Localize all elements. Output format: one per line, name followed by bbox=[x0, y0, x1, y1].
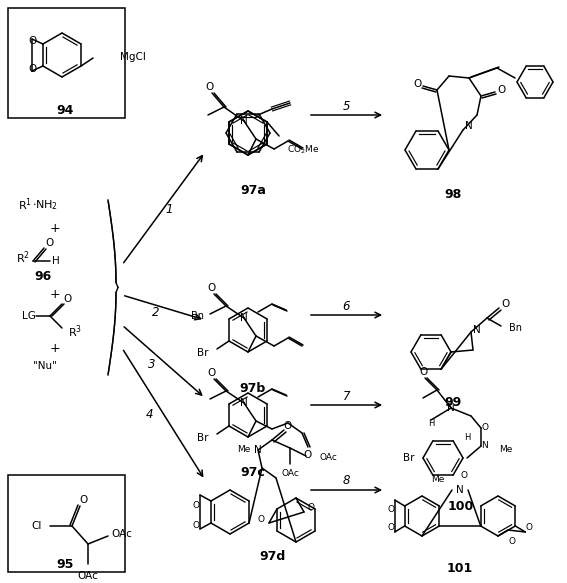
Text: R$^{3}$: R$^{3}$ bbox=[68, 324, 82, 340]
Text: N: N bbox=[254, 445, 262, 455]
Text: O: O bbox=[481, 423, 489, 433]
Text: O: O bbox=[29, 36, 37, 46]
Text: 100: 100 bbox=[448, 500, 474, 512]
Text: OAc: OAc bbox=[78, 571, 99, 581]
Text: +: + bbox=[50, 222, 60, 234]
Text: O: O bbox=[387, 505, 394, 515]
Text: Me: Me bbox=[236, 445, 250, 455]
Text: O: O bbox=[419, 367, 427, 377]
Text: N: N bbox=[456, 485, 464, 495]
Text: OAc: OAc bbox=[112, 529, 133, 539]
Text: O: O bbox=[387, 524, 394, 532]
Text: O: O bbox=[208, 368, 216, 378]
Text: O: O bbox=[46, 238, 54, 248]
Text: O: O bbox=[501, 299, 509, 309]
Text: N: N bbox=[240, 398, 248, 408]
Text: MgCl: MgCl bbox=[120, 52, 146, 62]
Text: +: + bbox=[50, 289, 60, 301]
Text: 4: 4 bbox=[146, 408, 153, 421]
Text: Br: Br bbox=[404, 453, 415, 463]
Text: O: O bbox=[258, 515, 265, 524]
Text: 5: 5 bbox=[342, 100, 350, 113]
Text: O: O bbox=[208, 283, 216, 293]
Text: O: O bbox=[63, 294, 71, 304]
Text: N: N bbox=[240, 313, 248, 323]
Text: N: N bbox=[481, 441, 488, 451]
Text: 97d: 97d bbox=[260, 550, 286, 563]
Text: O: O bbox=[460, 472, 468, 480]
Text: 96: 96 bbox=[35, 269, 52, 283]
Text: H: H bbox=[52, 256, 60, 266]
Text: OAc: OAc bbox=[281, 469, 299, 479]
Text: OAc: OAc bbox=[320, 454, 338, 462]
Text: O: O bbox=[29, 64, 37, 74]
Text: 6: 6 bbox=[342, 300, 350, 312]
Text: O: O bbox=[80, 495, 88, 505]
Text: O: O bbox=[526, 524, 533, 532]
Text: O: O bbox=[413, 79, 421, 89]
Text: $\cdot$NH$_2$: $\cdot$NH$_2$ bbox=[32, 198, 58, 212]
Text: Cl: Cl bbox=[32, 521, 42, 531]
Text: 95: 95 bbox=[56, 557, 74, 571]
Bar bbox=[8, 8, 125, 118]
Text: 97a: 97a bbox=[240, 184, 266, 198]
Text: 2: 2 bbox=[153, 307, 160, 319]
Text: O: O bbox=[192, 500, 200, 510]
Text: 98: 98 bbox=[445, 188, 462, 201]
Text: O: O bbox=[284, 421, 292, 431]
Text: Me: Me bbox=[430, 476, 444, 484]
Text: +: + bbox=[50, 342, 60, 354]
Text: 1: 1 bbox=[166, 203, 173, 216]
Text: 94: 94 bbox=[56, 104, 74, 117]
Text: Bn: Bn bbox=[191, 311, 204, 321]
Text: O: O bbox=[509, 538, 515, 546]
Text: O: O bbox=[304, 450, 312, 460]
Text: O: O bbox=[308, 504, 315, 512]
Text: R$^{1}$: R$^{1}$ bbox=[18, 196, 32, 213]
Bar bbox=[8, 475, 125, 572]
Text: Br: Br bbox=[197, 433, 209, 443]
Text: CO$_2$Me: CO$_2$Me bbox=[287, 144, 320, 156]
Text: 99: 99 bbox=[445, 395, 462, 409]
Text: H: H bbox=[428, 420, 434, 429]
Text: LG: LG bbox=[22, 311, 36, 321]
Text: N: N bbox=[447, 403, 455, 413]
Text: N: N bbox=[240, 116, 248, 126]
Text: O: O bbox=[192, 521, 200, 529]
Text: 97c: 97c bbox=[240, 466, 265, 479]
Text: O: O bbox=[497, 85, 505, 95]
Text: O: O bbox=[206, 82, 214, 92]
Text: 97b: 97b bbox=[240, 381, 266, 395]
Text: N: N bbox=[465, 121, 473, 131]
Text: 7: 7 bbox=[342, 389, 350, 402]
Text: "Nu": "Nu" bbox=[33, 361, 57, 371]
Text: H: H bbox=[464, 434, 470, 442]
Text: Bn: Bn bbox=[509, 323, 522, 333]
Text: N: N bbox=[473, 325, 481, 335]
Text: Br: Br bbox=[197, 348, 209, 358]
Text: 101: 101 bbox=[447, 561, 473, 574]
Text: 3: 3 bbox=[148, 358, 155, 371]
Text: 8: 8 bbox=[342, 475, 350, 487]
Text: R$^{2}$: R$^{2}$ bbox=[16, 250, 30, 266]
Text: Me: Me bbox=[499, 445, 513, 455]
